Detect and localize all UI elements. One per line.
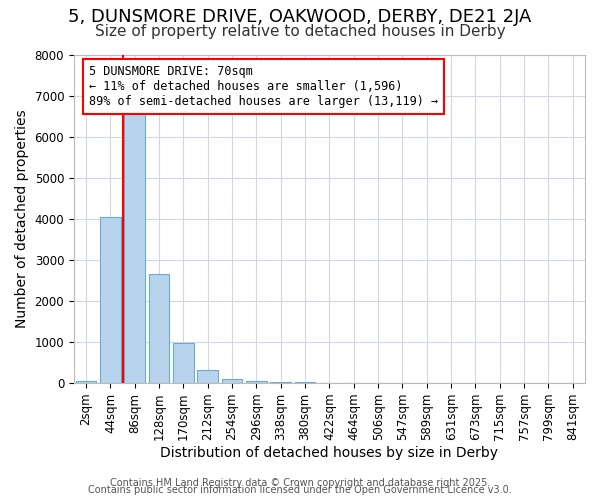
Bar: [100, 217, 121, 383]
Bar: [271, 382, 291, 383]
Bar: [246, 381, 267, 383]
Bar: [149, 274, 169, 383]
Text: Contains HM Land Registry data © Crown copyright and database right 2025.: Contains HM Land Registry data © Crown c…: [110, 478, 490, 488]
Bar: [124, 112, 145, 383]
Text: Contains public sector information licensed under the Open Government Licence v3: Contains public sector information licen…: [88, 485, 512, 495]
Text: 5 DUNSMORE DRIVE: 70sqm
← 11% of detached houses are smaller (1,596)
89% of semi: 5 DUNSMORE DRIVE: 70sqm ← 11% of detache…: [89, 65, 439, 108]
Bar: [173, 343, 194, 383]
Text: 5, DUNSMORE DRIVE, OAKWOOD, DERBY, DE21 2JA: 5, DUNSMORE DRIVE, OAKWOOD, DERBY, DE21 …: [68, 8, 532, 26]
Bar: [295, 382, 316, 383]
Text: Size of property relative to detached houses in Derby: Size of property relative to detached ho…: [95, 24, 505, 39]
Bar: [222, 379, 242, 383]
Y-axis label: Number of detached properties: Number of detached properties: [15, 110, 29, 328]
Bar: [197, 370, 218, 383]
Bar: [76, 381, 97, 383]
X-axis label: Distribution of detached houses by size in Derby: Distribution of detached houses by size …: [160, 446, 499, 460]
